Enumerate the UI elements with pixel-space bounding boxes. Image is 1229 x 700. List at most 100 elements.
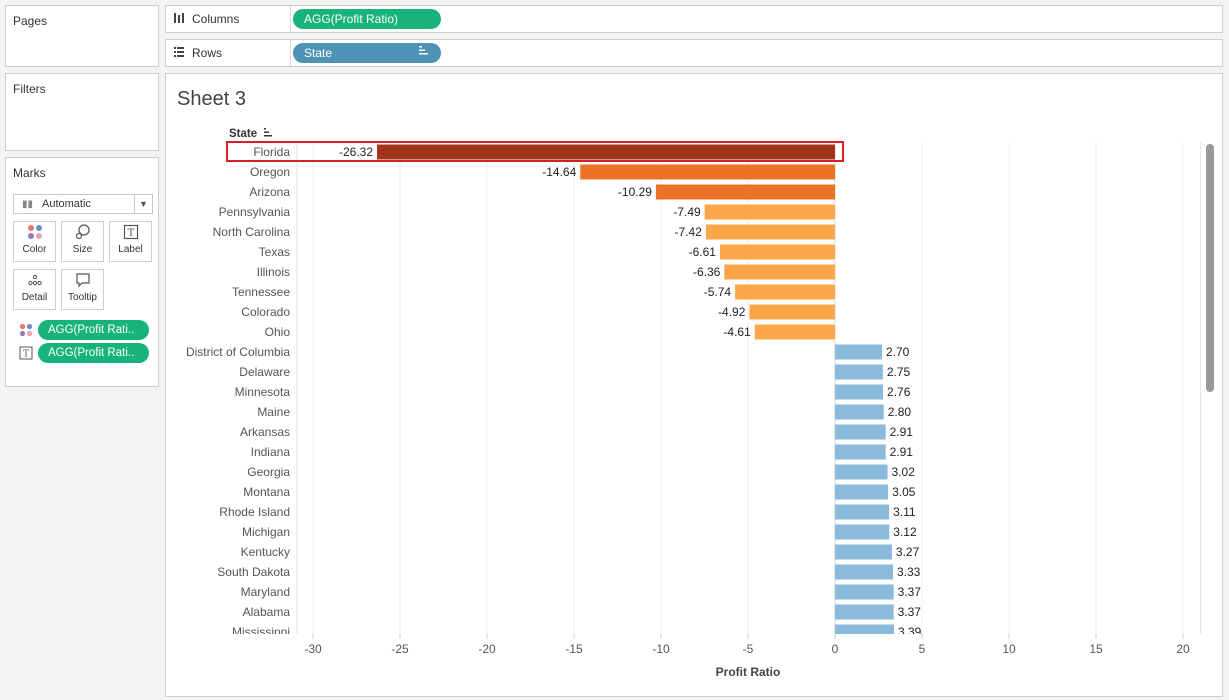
category-label-tennessee[interactable]: Tennessee <box>232 285 290 299</box>
columns-shelf[interactable]: Columns AGG(Profit Ratio) <box>165 5 1223 33</box>
value-label: -6.61 <box>689 245 717 259</box>
pages-card[interactable]: Pages <box>5 5 159 67</box>
bar-tennessee[interactable] <box>735 284 835 300</box>
bar-illinois[interactable] <box>724 264 835 280</box>
value-label: 2.70 <box>886 345 910 359</box>
category-label-georgia[interactable]: Georgia <box>247 465 290 479</box>
bar-delaware[interactable] <box>835 364 883 380</box>
category-label-oregon[interactable]: Oregon <box>250 165 290 179</box>
value-label: 2.91 <box>890 425 914 439</box>
bar-oregon[interactable] <box>580 164 835 180</box>
category-label-texas[interactable]: Texas <box>259 245 290 259</box>
color-field-pill[interactable]: AGG(Profit Rati.. <box>38 320 149 340</box>
category-label-florida[interactable]: Florida <box>253 145 290 159</box>
bar-mississippi[interactable] <box>835 624 894 640</box>
shelf-divider <box>290 40 291 66</box>
category-label-alabama[interactable]: Alabama <box>243 605 291 619</box>
category-label-south-dakota[interactable]: South Dakota <box>217 565 290 579</box>
detail-button[interactable]: Detail <box>13 269 56 310</box>
value-label: -26.32 <box>339 145 373 159</box>
category-label-arkansas[interactable]: Arkansas <box>240 425 290 439</box>
columns-label: Columns <box>192 12 240 26</box>
bar-north-carolina[interactable] <box>705 224 835 240</box>
columns-field-pill[interactable]: AGG(Profit Ratio) <box>293 9 441 29</box>
bar-pennsylvania[interactable] <box>704 204 835 220</box>
size-label: Size <box>72 244 93 255</box>
category-label-maine[interactable]: Maine <box>257 405 290 419</box>
row-header-label: State <box>229 128 257 140</box>
chevron-down-icon[interactable]: ▼ <box>134 195 152 213</box>
bar-ohio[interactable] <box>754 324 835 340</box>
size-button[interactable]: Size <box>61 221 104 262</box>
text-label-icon: T <box>110 222 151 244</box>
bar-montana[interactable] <box>835 484 889 500</box>
color-encoding-icon <box>19 323 33 337</box>
bar-colorado[interactable] <box>749 304 835 320</box>
rows-field-pill[interactable]: State <box>293 43 441 63</box>
mark-type-label: Automatic <box>42 198 91 210</box>
category-label-ohio[interactable]: Ohio <box>265 325 291 339</box>
category-label-pennsylvania[interactable]: Pennsylvania <box>219 205 291 219</box>
category-label-district-of-columbia[interactable]: District of Columbia <box>186 345 290 359</box>
pages-title: Pages <box>13 14 48 28</box>
category-label-mississippi[interactable]: Mississippi <box>232 625 290 639</box>
label-button[interactable]: T Label <box>109 221 152 262</box>
category-label-illinois[interactable]: Illinois <box>257 265 290 279</box>
rows-shelf[interactable]: Rows State <box>165 39 1223 67</box>
bar-florida[interactable] <box>377 144 835 160</box>
category-label-delaware[interactable]: Delaware <box>239 365 290 379</box>
value-label: -10.29 <box>618 185 652 199</box>
vertical-scrollbar-thumb[interactable] <box>1206 144 1214 392</box>
bar-arizona[interactable] <box>655 184 835 200</box>
svg-text:T: T <box>23 350 29 360</box>
bar-minnesota[interactable] <box>835 384 884 400</box>
bar-maryland[interactable] <box>835 584 894 600</box>
bar-arkansas[interactable] <box>835 424 886 440</box>
rows-pill-label: State <box>304 46 333 60</box>
category-label-minnesota[interactable]: Minnesota <box>235 385 291 399</box>
rows-icon <box>173 46 185 61</box>
category-label-michigan[interactable]: Michigan <box>242 525 290 539</box>
x-tick-label: 0 <box>832 642 839 656</box>
value-label: -14.64 <box>542 165 576 179</box>
tooltip-button[interactable]: Tooltip <box>61 269 104 310</box>
worksheet: Sheet 3 Florida -26.32 Oregon -14.64 Arizona… <box>165 73 1223 697</box>
category-label-indiana[interactable]: Indiana <box>251 445 291 459</box>
sort-descending-icon[interactable] <box>419 43 429 63</box>
value-label: 3.37 <box>898 605 922 619</box>
bar-maine[interactable] <box>835 404 884 420</box>
category-label-maryland[interactable]: Maryland <box>241 585 290 599</box>
bar-georgia[interactable] <box>835 464 888 480</box>
columns-icon <box>173 12 185 27</box>
category-label-arizona[interactable]: Arizona <box>249 185 290 199</box>
category-label-colorado[interactable]: Colorado <box>241 305 290 319</box>
bar-south-dakota[interactable] <box>835 564 893 580</box>
value-label: 2.80 <box>888 405 912 419</box>
bar-rhode-island[interactable] <box>835 504 890 520</box>
svg-text:T: T <box>127 228 134 239</box>
category-label-kentucky[interactable]: Kentucky <box>241 545 290 559</box>
category-label-montana[interactable]: Montana <box>243 485 290 499</box>
x-tick-label: -10 <box>652 642 670 656</box>
label-field-pill[interactable]: AGG(Profit Rati.. <box>38 343 149 363</box>
bar-kentucky[interactable] <box>835 544 892 560</box>
x-tick-label: -30 <box>304 642 322 656</box>
detail-label: Detail <box>21 292 48 303</box>
bar-alabama[interactable] <box>835 604 894 620</box>
bar-michigan[interactable] <box>835 524 890 540</box>
x-axis-title: Profit Ratio <box>716 665 781 679</box>
bar-texas[interactable] <box>719 244 835 260</box>
sort-icon[interactable] <box>264 128 272 137</box>
bar-indiana[interactable] <box>835 444 886 460</box>
value-label: 3.27 <box>896 545 920 559</box>
color-button[interactable]: Color <box>13 221 56 262</box>
value-label: 3.11 <box>893 505 916 519</box>
value-label: -4.92 <box>718 305 746 319</box>
category-label-rhode-island[interactable]: Rhode Island <box>219 505 290 519</box>
bar-district-of-columbia[interactable] <box>835 344 882 360</box>
vertical-scrollbar-track[interactable] <box>1200 142 1210 634</box>
category-label-north-carolina[interactable]: North Carolina <box>213 225 291 239</box>
filters-card[interactable]: Filters <box>5 73 159 151</box>
mark-type-dropdown[interactable]: ▮▮ Automatic ▼ <box>13 194 153 214</box>
